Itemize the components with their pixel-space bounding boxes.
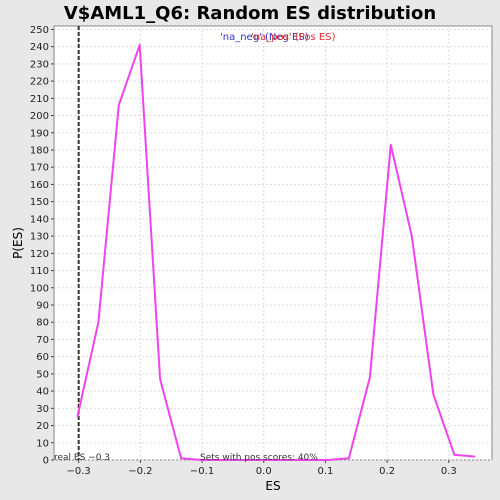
y-tick-label: 40 xyxy=(36,387,49,398)
y-tick-label: 250 xyxy=(30,25,49,36)
y-tick-label: 90 xyxy=(36,301,49,312)
y-tick-label: 160 xyxy=(30,180,49,191)
x-tick-label: −0.1 xyxy=(190,466,214,477)
y-tick-label: 100 xyxy=(30,283,49,294)
y-tick-label: 10 xyxy=(36,438,49,449)
y-tick-label: 140 xyxy=(30,214,49,225)
y-tick-label: 210 xyxy=(30,94,49,105)
series-group xyxy=(76,43,476,461)
y-tick-label: 180 xyxy=(30,146,49,157)
y-tick-label: 60 xyxy=(36,352,49,363)
y-tick-label: 220 xyxy=(30,77,49,88)
chart-title: V$AML1_Q6: Random ES distribution xyxy=(64,3,436,24)
x-tick-label: 0.0 xyxy=(256,466,272,477)
y-tick-label: 80 xyxy=(36,318,49,329)
x-tick-label: 0.1 xyxy=(317,466,333,477)
y-tick-label: 200 xyxy=(30,111,49,122)
x-axis: −0.3 −0.2 −0.1 0.0 0.1 0.2 0.3 xyxy=(67,460,457,477)
real-es-label: real ES −0.3 xyxy=(54,453,110,463)
legend-item-neg: 'na_neg' (Neg ES) xyxy=(220,32,309,43)
x-tick-label: 0.2 xyxy=(379,466,395,477)
y-tick-label: 150 xyxy=(30,197,49,208)
y-tick-label: 70 xyxy=(36,335,49,346)
x-tick-label: 0.3 xyxy=(441,466,457,477)
y-tick-label: 30 xyxy=(36,404,49,415)
y-tick-label: 240 xyxy=(30,42,49,53)
series-line-na-neg xyxy=(76,43,476,461)
pos-scores-annotation: Sets with pos scores: 40% xyxy=(200,453,318,463)
legend: 'na_neg' (Neg ES) 'na_pos' (Pos ES) xyxy=(220,32,336,43)
legend-item-pos: 'na_pos' (Pos ES) xyxy=(251,32,336,43)
y-tick-label: 230 xyxy=(30,59,49,70)
y-tick-label: 20 xyxy=(36,421,49,432)
y-tick-label: 110 xyxy=(30,266,49,277)
y-tick-label: 120 xyxy=(30,249,49,260)
y-tick-label: 130 xyxy=(30,232,49,243)
y-tick-label: 0 xyxy=(43,456,49,467)
y-axis: 0 10 20 30 40 50 60 70 80 90 100 110 120 130 140 150 160… xyxy=(30,25,54,467)
x-tick-label: −0.2 xyxy=(128,466,152,477)
y-tick-label: 170 xyxy=(30,163,49,174)
y-tick-label: 190 xyxy=(30,128,49,139)
x-axis-label: ES xyxy=(265,479,280,493)
x-tick-label: −0.3 xyxy=(67,466,91,477)
y-tick-label: 50 xyxy=(36,369,49,380)
y-axis-label: P(ES) xyxy=(11,227,25,259)
plot-area xyxy=(53,25,493,461)
